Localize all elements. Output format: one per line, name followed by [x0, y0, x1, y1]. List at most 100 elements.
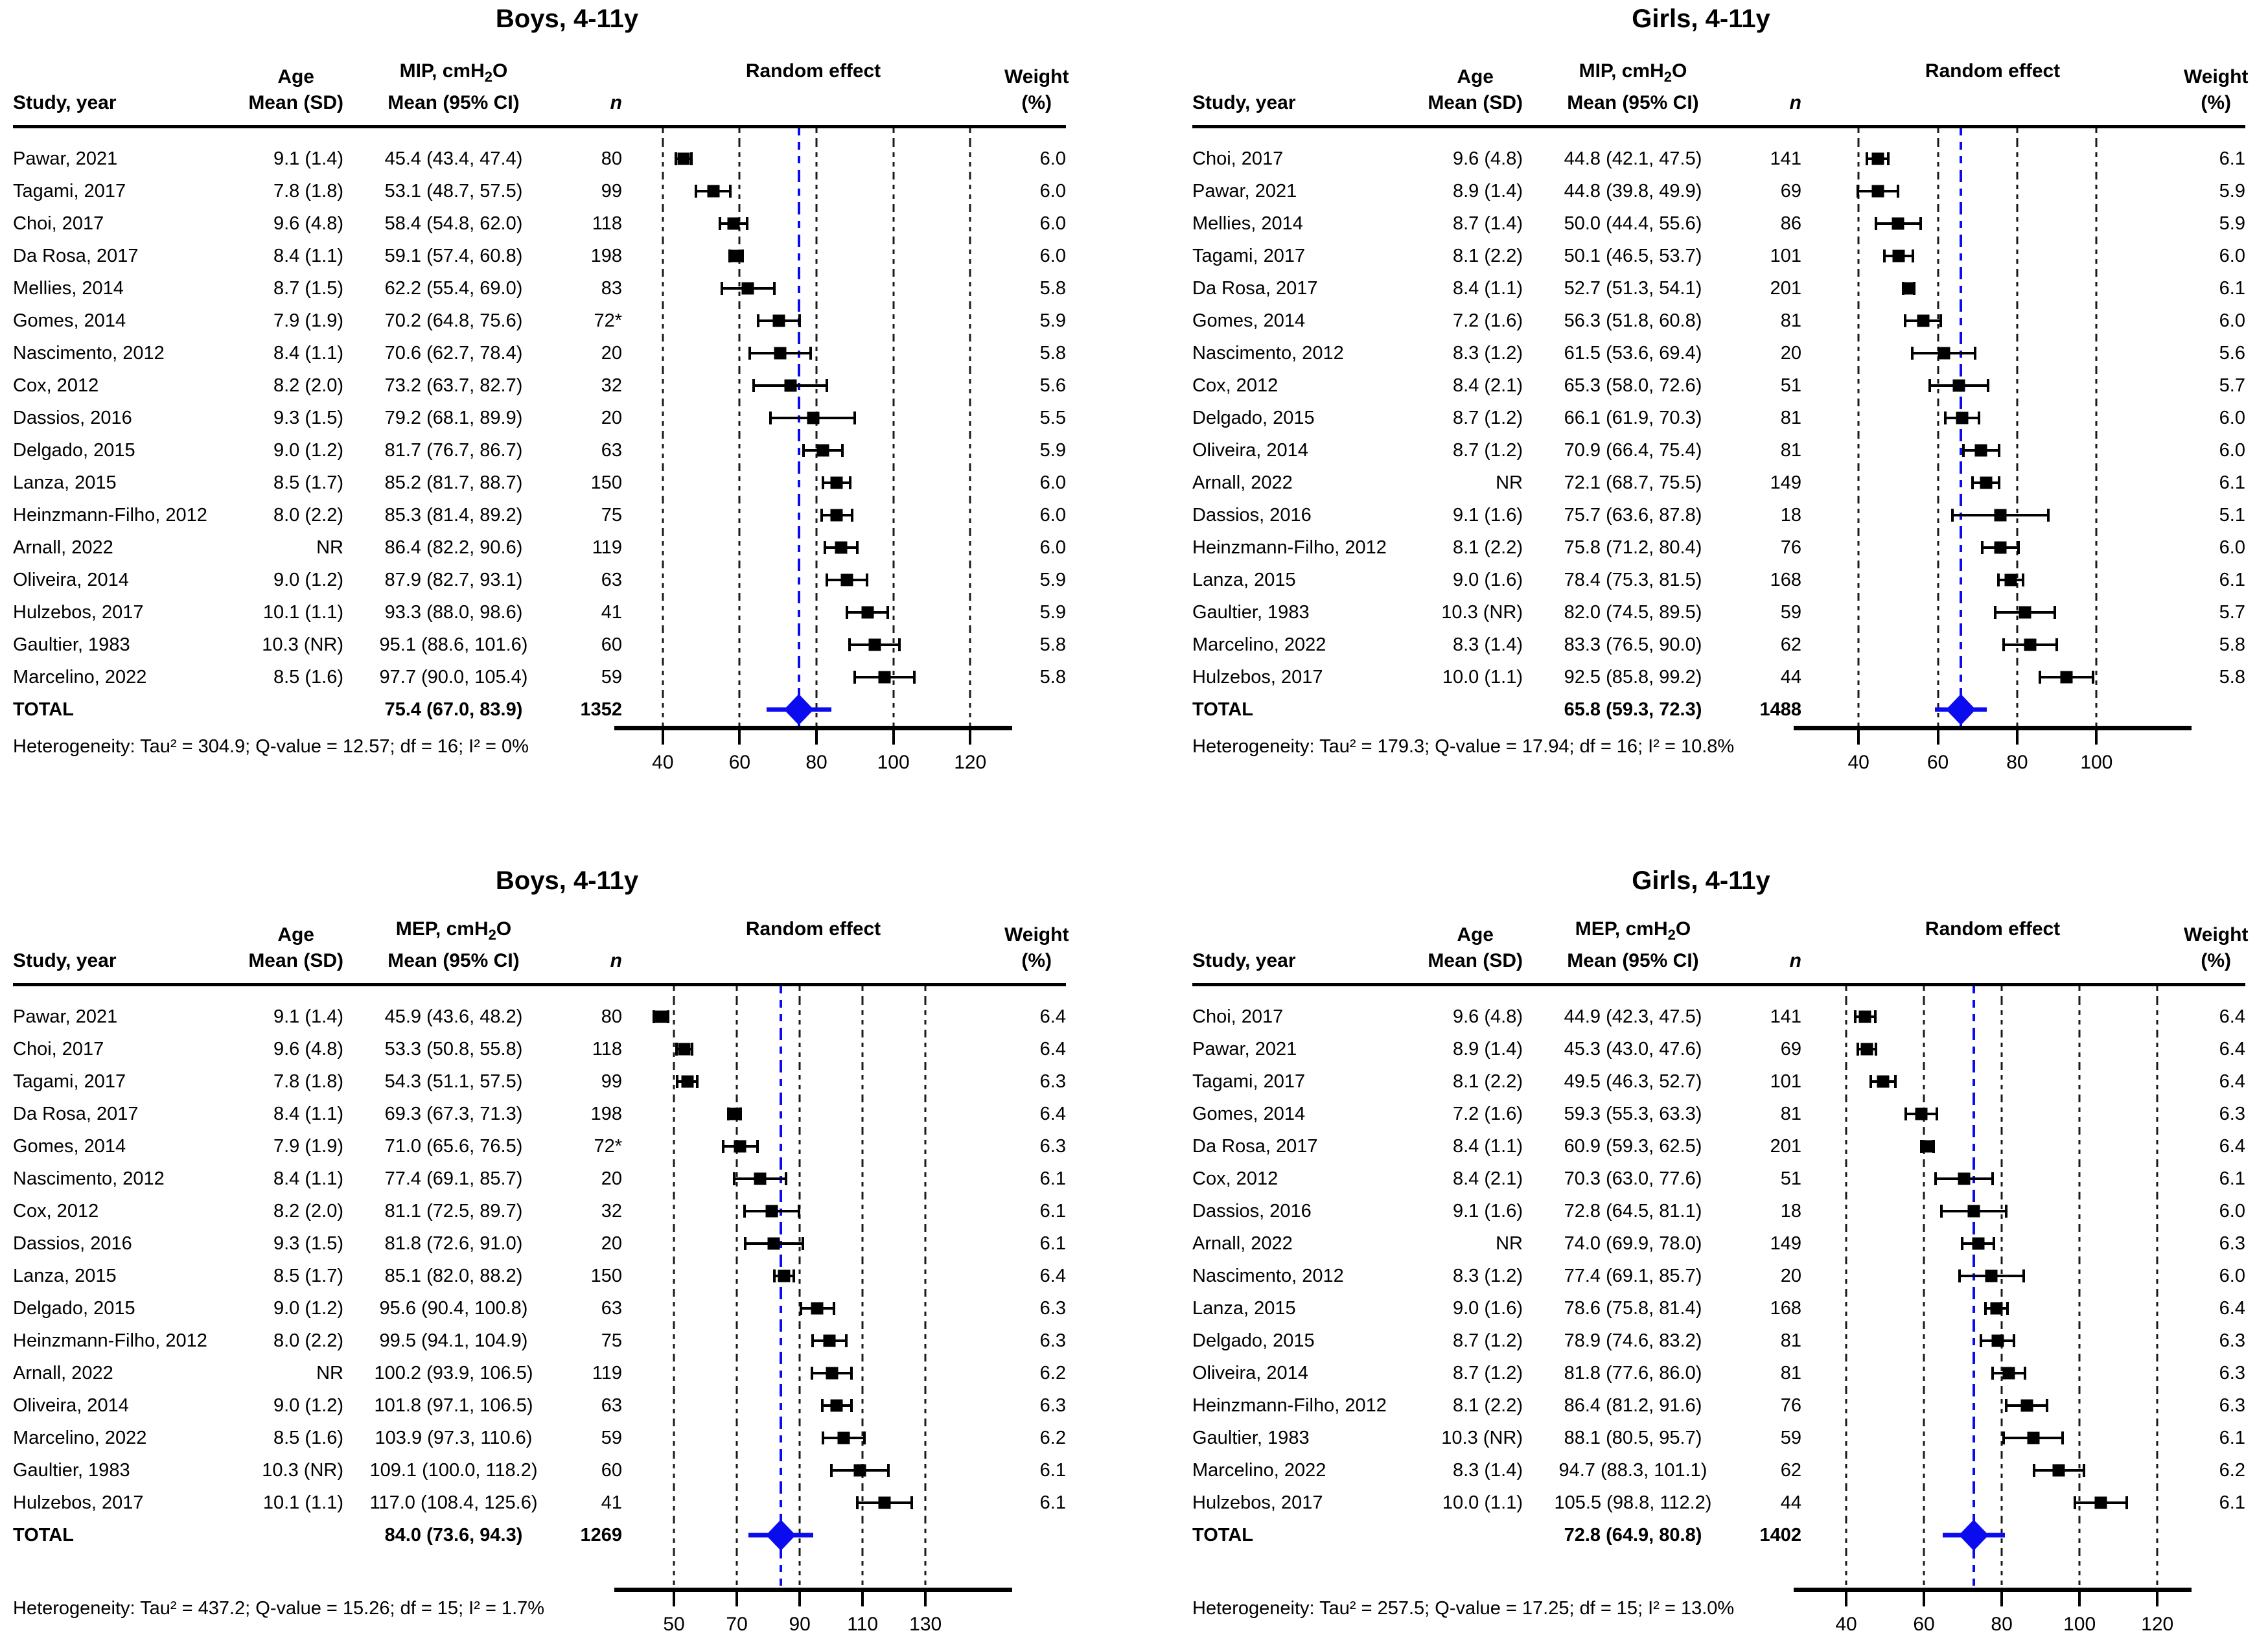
gridline	[861, 1130, 864, 1163]
ci-cap	[732, 1172, 735, 1185]
weight-value: 5.5	[1039, 407, 1066, 428]
gridline	[861, 1292, 864, 1325]
table-row: Delgado, 2015 9.0 (1.2) 81.7 (76.7, 86.7…	[13, 434, 1066, 467]
mean-ci-value: 97.7 (90.0, 105.4)	[379, 666, 528, 688]
gridline	[1845, 1357, 1847, 1389]
n-value: 51	[1780, 1168, 1801, 1189]
ci-cap	[746, 217, 749, 230]
gridline	[673, 1292, 675, 1325]
gridline	[2156, 1422, 2158, 1454]
age-value: 8.1 (2.2)	[1453, 1071, 1523, 1092]
ci-cap	[912, 671, 916, 684]
age-value: NR	[316, 537, 343, 558]
table-row: Gomes, 2014 7.9 (1.9) 71.0 (65.6, 76.5) …	[13, 1130, 1066, 1163]
ci-cap	[820, 1399, 824, 1412]
point-estimate-square	[1967, 1205, 1980, 1218]
study-label: Cox, 2012	[1192, 1168, 1279, 1189]
gridline	[1923, 986, 1925, 1001]
gridline	[861, 1389, 864, 1422]
table-row: Lanza, 2015 9.0 (1.6) 78.6 (75.8, 81.4) …	[1192, 1292, 2245, 1325]
age-value: 9.1 (1.6)	[1453, 1200, 1523, 1222]
age-value: 10.1 (1.1)	[262, 601, 343, 623]
gridline	[1845, 1001, 1847, 1033]
gridline	[662, 596, 664, 629]
gridline	[1923, 1487, 1925, 1519]
point-estimate-square	[1903, 282, 1915, 295]
study-label: Hulzebos, 2017	[13, 1492, 144, 1513]
mean-ci-value: 65.8 (59.3, 72.3)	[1564, 699, 1702, 720]
point-estimate-square	[840, 573, 853, 586]
n-value: 168	[1770, 1297, 1801, 1319]
point-estimate-square	[727, 217, 740, 230]
age-value: 10.3 (NR)	[1441, 601, 1523, 623]
gridline	[815, 128, 818, 143]
point-estimate-square	[1956, 411, 1969, 424]
table-row: Heinzmann-Filho, 2012 8.1 (2.2) 86.4 (81…	[1192, 1389, 2245, 1422]
table-row: Cox, 2012 8.4 (2.1) 65.3 (58.0, 72.6) 51…	[1192, 369, 2245, 402]
gridline	[2095, 693, 2098, 726]
ci-cap	[2013, 1334, 2016, 1347]
gridline	[1937, 629, 1939, 661]
mean-ci-value: 86.4 (81.2, 91.6)	[1564, 1395, 1702, 1416]
ci-cap	[1984, 1302, 1987, 1315]
plot-cell	[1801, 402, 2184, 434]
study-label: Nascimento, 2012	[1192, 342, 1344, 364]
n-value: 141	[1770, 1006, 1801, 1027]
table-row: Pawar, 2021 9.1 (1.4) 45.4 (43.4, 47.4) …	[13, 143, 1066, 175]
point-estimate-square	[1952, 379, 1965, 392]
point-estimate-square	[826, 1367, 839, 1380]
study-label: Choi, 2017	[1192, 1006, 1284, 1027]
table-row: Arnall, 2022 NR 86.4 (82.2, 90.6) 119 6.…	[13, 531, 1066, 564]
gridline	[673, 1033, 675, 1065]
gridline	[815, 305, 818, 337]
point-estimate-square	[778, 1269, 791, 1282]
table-row: Delgado, 2015 9.0 (1.2) 95.6 (90.4, 100.…	[13, 1292, 1066, 1325]
header-weight: Weight (%)	[1004, 66, 1069, 113]
gridline	[815, 240, 818, 272]
plot-bottom-spacer	[13, 1551, 1066, 1588]
gridline	[1857, 128, 1860, 143]
pooled-estimate-line	[780, 1098, 783, 1130]
gridline	[2000, 1227, 2003, 1260]
gridline	[2095, 143, 2098, 175]
weight-value: 6.2	[1039, 1362, 1066, 1384]
n-value: 81	[1780, 407, 1801, 428]
table-row: Pawar, 2021 8.9 (1.4) 44.8 (39.8, 49.9) …	[1192, 175, 2245, 207]
plot-cell	[1801, 1195, 2184, 1227]
gridline	[798, 1487, 801, 1519]
n-value: 20	[601, 1233, 622, 1254]
x-axis-line	[614, 726, 1012, 730]
mean-ci-value: 45.9 (43.6, 48.2)	[384, 1006, 523, 1027]
weight-value: 5.6	[1039, 375, 1066, 396]
gridline	[1845, 1519, 1847, 1551]
gridline	[861, 1001, 864, 1033]
gridline	[1857, 564, 1860, 596]
point-estimate-square	[1938, 347, 1950, 360]
ci-cap	[840, 444, 844, 457]
weight-value: 5.8	[1039, 277, 1066, 299]
weight-value: 6.2	[2219, 1459, 2245, 1481]
pooled-estimate-line	[1960, 467, 1963, 499]
gridline	[1937, 467, 1939, 499]
n-value: 1402	[1759, 1524, 1801, 1546]
pooled-estimate-line	[797, 175, 800, 207]
ci-cap	[850, 509, 853, 522]
header-study-year: Study, year	[1192, 950, 1296, 971]
ci-cap	[2092, 671, 2095, 684]
study-label: Oliveira, 2014	[13, 569, 129, 590]
weight-value: 6.0	[2219, 1200, 2245, 1222]
gridline	[1923, 1001, 1925, 1033]
mean-ci-value: 74.0 (69.9, 78.0)	[1564, 1233, 1702, 1254]
gridline	[1937, 402, 1939, 434]
plot-cell	[622, 128, 1004, 143]
pooled-estimate-line	[1972, 1098, 1975, 1130]
header-study-year: Study, year	[13, 950, 117, 971]
gridline	[2156, 1519, 2158, 1551]
weight-value: 6.0	[1039, 537, 1066, 558]
gridline	[1923, 1551, 1925, 1588]
age-value: 7.9 (1.9)	[273, 1135, 343, 1157]
gridline	[2000, 1454, 2003, 1487]
plot-cell	[1801, 369, 2184, 402]
gridline	[735, 986, 738, 1001]
